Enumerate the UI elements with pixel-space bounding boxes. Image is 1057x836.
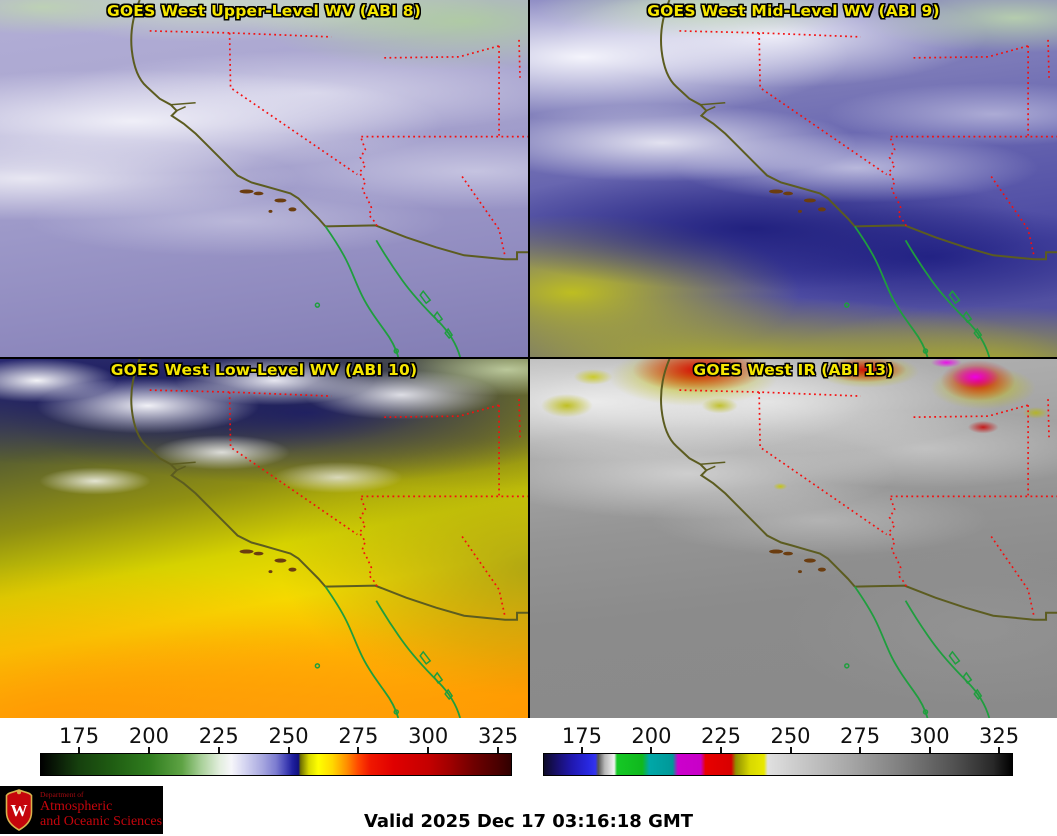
colorbar-tick-label: 325 [477, 724, 519, 748]
panel-low-level-wv: GOES West Low-Level WV (ABI 10) [0, 359, 528, 718]
colorbar-tick-mark [427, 747, 430, 753]
panel-ir: GOES West IR (ABI 13) [530, 359, 1057, 718]
colorbar-tick-label: 200 [631, 724, 672, 748]
logo-atmospheric-line: Atmospheric [40, 798, 113, 814]
colorbar-tick-label: 175 [59, 724, 100, 748]
colorbar-wv-ticks: 175 200 225 250 275 300 325 [40, 724, 518, 753]
colorbar-tick-label: 325 [979, 724, 1020, 748]
colorbar-tick-mark [497, 747, 500, 753]
logo-text: Department of Atmospheric and Oceanic Sc… [40, 789, 163, 830]
uw-crest-icon: W [5, 789, 33, 831]
colorbar-wv: 175 200 225 250 275 300 325 [40, 724, 518, 782]
panel-upper-level-wv: GOES West Upper-Level WV (ABI 8) [0, 0, 528, 357]
colorbar-tick-label: 275 [338, 724, 379, 748]
colorbar-tick-label: 275 [839, 724, 881, 748]
colorbar-tick-label: 250 [268, 724, 309, 748]
map-overlay [130, 359, 528, 718]
valid-time-label: Valid 2025 Dec 17 03:16:18 GMT [363, 811, 694, 832]
colorbar-tick-label: 225 [700, 724, 742, 748]
colorbar-tick-mark [998, 747, 1001, 753]
colorbar-tick-mark [789, 747, 792, 753]
colorbar-tick-mark [580, 747, 583, 753]
colorbar-tick-label: 300 [408, 724, 449, 748]
colorbar-tick-mark [650, 747, 653, 753]
uw-aos-logo: W Department of Atmospheric and Oceanic … [0, 786, 163, 834]
colorbar-tick-mark [78, 747, 81, 753]
panel-title-abi8: GOES West Upper-Level WV (ABI 8) [106, 2, 422, 20]
colorbar-tick-label: 250 [770, 724, 811, 748]
colorbar-ir-gradient [543, 753, 1013, 776]
footer: W Department of Atmospheric and Oceanic … [0, 786, 1057, 836]
logo-dept-line: Department of [40, 789, 84, 799]
map-overlay [659, 359, 1057, 718]
map-overlay [130, 0, 528, 357]
panel-title-abi10: GOES West Low-Level WV (ABI 10) [110, 361, 418, 379]
colorbar-ir-ticks: 175 200 225 250 275 300 325 [543, 724, 1019, 753]
colorbar-tick-mark [217, 747, 220, 753]
colorbar-tick-mark [928, 747, 931, 753]
colorbar-ir: 175 200 225 250 275 300 325 [543, 724, 1019, 782]
panel-title-abi9: GOES West Mid-Level WV (ABI 9) [647, 2, 940, 20]
colorbar-tick-label: 175 [561, 724, 602, 748]
crest-letter: W [11, 801, 28, 820]
colorbar-tick-label: 225 [198, 724, 239, 748]
colorbar-tick-mark [357, 747, 360, 753]
colorbar-tick-mark [147, 747, 150, 753]
colorbar-tick-mark [287, 747, 290, 753]
map-overlay [659, 0, 1057, 357]
panel-title-abi13: GOES West IR (ABI 13) [693, 361, 894, 379]
colorbar-wv-gradient [40, 753, 512, 776]
colorbar-tick-label: 200 [128, 724, 169, 748]
logo-oceanic-line: and Oceanic Sciences [40, 814, 163, 830]
colorbar-tick-mark [859, 747, 862, 753]
colorbar-row: 175 200 225 250 275 300 325 175 200 225 250 275 300… [0, 718, 1057, 786]
panel-mid-level-wv: GOES West Mid-Level WV (ABI 9) [530, 0, 1057, 357]
satellite-quadrant-grid: GOES West Upper-Level WV (ABI 8) GOES We… [0, 0, 1057, 718]
colorbar-tick-mark [719, 747, 722, 753]
colorbar-tick-label: 300 [909, 724, 950, 748]
